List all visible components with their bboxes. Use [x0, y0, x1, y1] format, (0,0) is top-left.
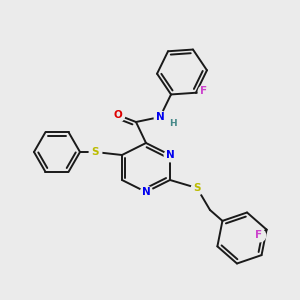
Text: S: S — [193, 183, 201, 193]
Text: N: N — [166, 150, 174, 160]
Text: S: S — [91, 147, 99, 157]
Text: N: N — [142, 187, 150, 197]
Text: O: O — [114, 110, 122, 120]
Text: F: F — [255, 230, 262, 240]
Text: N: N — [156, 112, 164, 122]
Text: H: H — [169, 118, 177, 127]
Text: F: F — [200, 86, 208, 96]
